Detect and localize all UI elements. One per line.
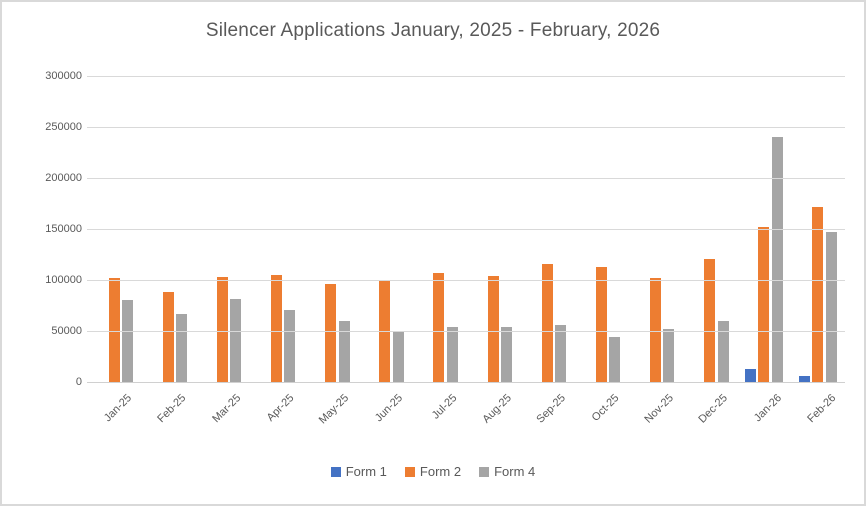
category-cluster: [466, 76, 520, 382]
x-tick-cell: Dec-25: [683, 382, 737, 444]
legend-item-form-4: Form 4: [479, 464, 535, 479]
x-tick-cell: Jun-25: [358, 382, 412, 444]
x-axis-line: [87, 382, 845, 383]
category-cluster: [412, 76, 466, 382]
bar-form-2: [649, 278, 661, 382]
bar-form-4: [609, 337, 621, 382]
x-tick-cell: Jul-25: [412, 382, 466, 444]
chart-title: Silencer Applications January, 2025 - Fe…: [205, 20, 661, 41]
x-tick-cell: Nov-25: [628, 382, 682, 444]
bar-form-2: [595, 267, 607, 382]
bar-form-4: [555, 325, 567, 382]
category-cluster: [195, 76, 249, 382]
x-tick-label: Aug-25: [479, 392, 514, 426]
bar-form-2: [216, 277, 228, 382]
legend-label: Form 2: [419, 464, 462, 479]
x-tick-label: Apr-25: [265, 392, 297, 424]
x-tick-cell: Oct-25: [574, 382, 628, 444]
plot-area: 0 50000 100000 150000 200000 250000 300000: [45, 70, 845, 388]
x-tick-cell: Jan-26: [737, 382, 791, 444]
bar-form-4: [176, 314, 188, 382]
x-tick-label: Jun-25: [372, 392, 406, 425]
bar-form-2: [162, 292, 174, 382]
y-tick-label: 200000: [45, 172, 82, 184]
x-tick-cell: Sep-25: [520, 382, 574, 444]
y-tick-label: 100000: [45, 274, 82, 286]
bar-form-2: [487, 276, 499, 382]
legend-label: Form 4: [494, 464, 536, 479]
gridline: [87, 76, 845, 77]
x-tick-label: Jul-25: [429, 392, 460, 422]
y-tick-label: 150000: [45, 223, 82, 235]
y-tick-label: 300000: [45, 70, 82, 82]
gridline: [87, 229, 845, 230]
category-cluster: [520, 76, 574, 382]
x-axis-labels: Jan-25 Feb-25 Mar-25 Apr-25 May-25 Jun-25 Jul-…: [87, 382, 845, 444]
bar-form-4: [392, 331, 404, 382]
category-cluster: [737, 76, 791, 382]
x-tick-label: Feb-26: [805, 392, 839, 426]
x-tick-label: May-25: [316, 392, 352, 427]
x-tick-cell: Feb-26: [791, 382, 845, 444]
legend-label: Form 1: [345, 464, 387, 479]
bar-form-2: [704, 259, 716, 382]
legend-swatch-icon: [479, 466, 490, 477]
bar-form-1: [798, 376, 810, 382]
category-cluster: [304, 76, 358, 382]
bar-form-4: [446, 327, 458, 382]
bar-form-2: [325, 284, 337, 382]
bar-form-4: [771, 137, 783, 382]
bar-form-4: [338, 321, 350, 382]
category-cluster: [574, 76, 628, 382]
bar-form-4: [230, 299, 242, 382]
x-tick-cell: Apr-25: [249, 382, 303, 444]
bar-form-2: [270, 275, 282, 382]
x-tick-label: Oct-25: [589, 392, 622, 424]
legend-item-form-2: Form 2: [404, 464, 462, 479]
legend-swatch-icon: [404, 466, 415, 477]
x-tick-cell: Feb-25: [141, 382, 195, 444]
bar-clusters: [87, 76, 845, 382]
category-cluster: [628, 76, 682, 382]
x-tick-label: Mar-25: [209, 392, 243, 426]
bar-form-2: [108, 278, 120, 382]
x-tick-cell: May-25: [304, 382, 358, 444]
x-tick-label: Jan-25: [102, 392, 135, 425]
gridline: [87, 127, 845, 128]
category-cluster: [249, 76, 303, 382]
y-tick-label: 50000: [51, 325, 82, 337]
bar-form-4: [663, 329, 675, 382]
x-tick-label: Jan-26: [751, 392, 785, 425]
gridline: [87, 280, 845, 281]
category-cluster: [683, 76, 737, 382]
bar-form-2: [541, 264, 553, 382]
bar-form-4: [284, 310, 296, 382]
x-tick-cell: Aug-25: [466, 382, 520, 444]
bar-form-2: [812, 207, 824, 382]
x-tick-cell: Jan-25: [87, 382, 141, 444]
legend-swatch-icon: [330, 466, 341, 477]
category-cluster: [791, 76, 845, 382]
x-tick-label: Feb-25: [155, 392, 189, 426]
legend-item-form-1: Form 1: [330, 464, 387, 479]
x-tick-label: Nov-25: [642, 392, 676, 426]
y-tick-label: 250000: [45, 121, 82, 133]
bar-form-2: [758, 227, 770, 382]
category-cluster: [141, 76, 195, 382]
bar-form-2: [433, 273, 445, 382]
bar-form-4: [122, 300, 134, 382]
x-tick-label: Sep-25: [534, 392, 568, 426]
x-tick-cell: Mar-25: [195, 382, 249, 444]
bar-form-4: [825, 232, 837, 382]
gridline: [87, 178, 845, 179]
category-cluster: [87, 76, 141, 382]
y-tick-label: 0: [75, 376, 82, 388]
bar-form-1: [744, 369, 756, 382]
gridline: [87, 331, 845, 332]
legend: Form 1 Form 2 Form 4: [2, 464, 864, 479]
bar-form-4: [501, 327, 513, 382]
x-tick-label: Dec-25: [696, 392, 731, 426]
bar-form-4: [717, 321, 729, 382]
